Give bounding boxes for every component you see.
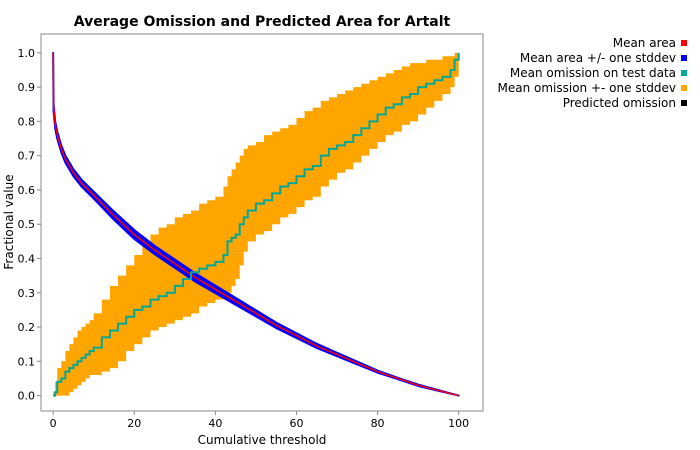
- mean-area-line: [52, 52, 459, 397]
- omission-stddev-band: [53, 52, 459, 396]
- legend-swatch: [681, 40, 687, 46]
- plot-frame: [40, 33, 484, 412]
- legend-swatch: [681, 85, 687, 91]
- x-axis-title: Cumulative threshold: [198, 433, 327, 447]
- x-tick-label: 40: [208, 417, 222, 430]
- legend-swatch: [681, 55, 687, 61]
- legend-label: Mean omission on test data: [510, 66, 676, 80]
- plot-layer: [52, 51, 460, 397]
- legend-label: Mean omission +- one stddev: [498, 81, 677, 95]
- y-tick-label: 0.0: [18, 390, 36, 403]
- x-tick-label: 80: [371, 417, 385, 430]
- legend-label: Mean area: [613, 36, 676, 50]
- mean-omission-line: [53, 52, 460, 397]
- y-tick-label: 0.8: [18, 115, 36, 128]
- legend-swatch: [681, 100, 687, 106]
- y-tick-label: 0.7: [18, 150, 36, 163]
- y-tick-label: 0.5: [18, 218, 36, 231]
- x-tick-label: 20: [127, 417, 141, 430]
- legend-swatch: [681, 70, 687, 76]
- y-tick-label: 0.6: [18, 184, 36, 197]
- legend-label: Predicted omission: [563, 96, 676, 110]
- y-axis-title: Fractional value: [2, 174, 16, 269]
- y-tick-label: 0.4: [18, 252, 36, 265]
- x-tick-label: 0: [50, 417, 57, 430]
- y-tick-label: 0.2: [18, 321, 36, 334]
- x-tick-label: 100: [448, 417, 469, 430]
- y-tick-label: 0.9: [18, 81, 36, 94]
- chart-title: Average Omission and Predicted Area for …: [74, 14, 451, 30]
- y-tick-label: 0.1: [18, 355, 36, 368]
- y-tick-label: 0.3: [18, 287, 36, 300]
- y-tick-label: 1.0: [18, 47, 36, 60]
- x-axis: 0 20 40 60 80 100: [50, 411, 469, 430]
- y-axis: 0.0 0.1 0.2 0.3 0.4 0.5 0.6 0.7 0.8 0.9 1.0: [18, 47, 41, 403]
- legend-label: Mean area +/- one stddev: [520, 51, 676, 65]
- x-tick-label: 60: [289, 417, 303, 430]
